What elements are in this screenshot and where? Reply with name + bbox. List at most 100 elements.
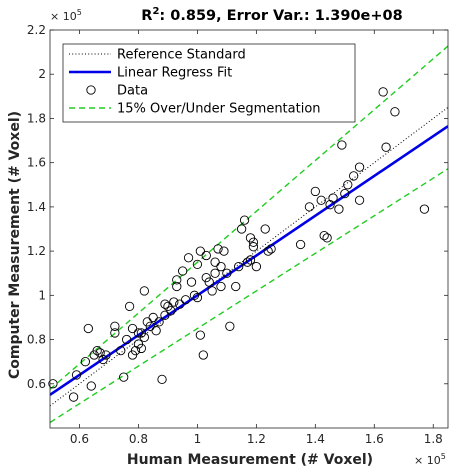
data-point <box>239 215 250 225</box>
data-point <box>204 277 214 287</box>
data-point <box>133 328 144 338</box>
data-point <box>154 317 164 327</box>
data-point <box>231 281 241 292</box>
data-point <box>210 257 220 267</box>
data-point <box>419 204 430 214</box>
x-axis-label: Human Measurement (# Voxel) <box>127 452 373 468</box>
y-tick-label: 0.8 <box>27 333 46 347</box>
data-point <box>83 323 93 334</box>
data-point <box>248 237 259 247</box>
legend-label: Reference Standard <box>117 48 246 63</box>
legend-item: Data <box>86 84 148 99</box>
x-tick-label: 0.6 <box>70 432 89 446</box>
data-point <box>110 328 120 338</box>
data-point <box>198 350 208 360</box>
data-point <box>234 261 244 272</box>
data-point <box>222 268 232 278</box>
data-point <box>195 246 206 256</box>
y-tick-label: 1.8 <box>27 111 46 125</box>
y-tick-label: 1.2 <box>27 244 46 258</box>
data-point <box>354 195 365 205</box>
data-point <box>145 321 155 331</box>
legend-label: Linear Regress Fit <box>117 66 232 81</box>
data-point <box>186 277 197 287</box>
x-tick-label: 1.2 <box>247 432 266 446</box>
data-point <box>71 370 82 380</box>
x-tick-label: 0.8 <box>129 432 148 446</box>
data-point <box>157 374 167 385</box>
data-point <box>322 233 332 243</box>
legend-box <box>62 43 356 123</box>
data-points <box>48 87 430 402</box>
data-point <box>148 312 158 323</box>
y-tick-label: 1.6 <box>27 156 46 170</box>
data-point <box>101 350 111 360</box>
y-tick-label: 0.6 <box>27 377 46 391</box>
data-point <box>354 162 365 172</box>
data-point <box>127 323 138 334</box>
data-point <box>166 306 176 316</box>
data-point <box>295 239 306 250</box>
legend-item: Reference Standard <box>69 48 246 63</box>
title-rest: : 0.859, Error Var.: 1.390e+08 <box>159 8 402 24</box>
data-point <box>172 275 182 285</box>
axes-box <box>49 29 449 429</box>
data-point <box>378 87 388 97</box>
data-point <box>151 326 161 336</box>
axes: 0.6 0.8 1 1.2 1.4 1.6 1.8 0.6 0.8 1 1.2 1.4 1.6 1.8 2 2… <box>27 23 449 446</box>
data-point <box>160 299 170 309</box>
data-point <box>130 345 141 356</box>
data-point <box>304 202 315 212</box>
data-point <box>225 321 235 331</box>
y-tick-label: 1.4 <box>27 200 46 214</box>
title-superscript: 2 <box>152 6 159 17</box>
data-point <box>189 290 200 300</box>
data-point <box>248 242 259 252</box>
legend-marker <box>86 85 96 95</box>
data-point <box>183 253 194 263</box>
x-tick-label: 1.4 <box>306 432 325 446</box>
data-point <box>95 348 105 358</box>
data-point <box>68 392 79 402</box>
data-point <box>216 281 226 292</box>
title-prefix: R <box>141 8 152 24</box>
under-segmentation-line <box>50 168 448 424</box>
chart-title: R2: 0.859, Error Var.: 1.390e+08 <box>141 6 402 24</box>
data-point <box>325 200 335 210</box>
data-point <box>242 257 253 267</box>
data-point <box>316 195 326 205</box>
svg-text:R2: 0.859, Error Var.: 1.390e+: R2: 0.859, Error Var.: 1.390e+08 <box>141 6 402 24</box>
data-point <box>48 379 58 389</box>
x-tick-label: 1.6 <box>365 432 384 446</box>
data-point <box>122 334 132 345</box>
svg-text:× 105: × 105 <box>50 8 82 23</box>
data-point <box>245 255 256 265</box>
legend-label: Data <box>117 84 148 99</box>
data-point <box>124 301 135 312</box>
data-point <box>80 357 91 367</box>
data-point <box>213 244 223 254</box>
data-point <box>340 188 350 199</box>
data-point <box>169 297 179 307</box>
data-point <box>192 292 203 303</box>
data-point <box>160 310 170 320</box>
data-point <box>328 193 338 203</box>
data-point <box>119 372 129 382</box>
legend-item: 15% Over/Under Segmentation <box>69 102 321 117</box>
data-point <box>195 330 206 340</box>
data-point <box>319 230 329 241</box>
data-point <box>390 107 400 117</box>
data-point <box>310 186 320 197</box>
data-point <box>251 261 262 272</box>
y-tick-label: 2.2 <box>27 23 46 37</box>
data-point <box>343 180 353 190</box>
data-point <box>172 281 182 292</box>
legend-item: Linear Regress Fit <box>69 66 232 81</box>
svg-text:× 105: × 105 <box>414 452 446 467</box>
y-exponent-label: × 105 <box>50 8 82 23</box>
data-point <box>86 381 96 391</box>
data-point <box>110 321 120 331</box>
x-tick-label: 1.8 <box>424 432 443 446</box>
x-exponent-label: × 105 <box>414 452 446 467</box>
